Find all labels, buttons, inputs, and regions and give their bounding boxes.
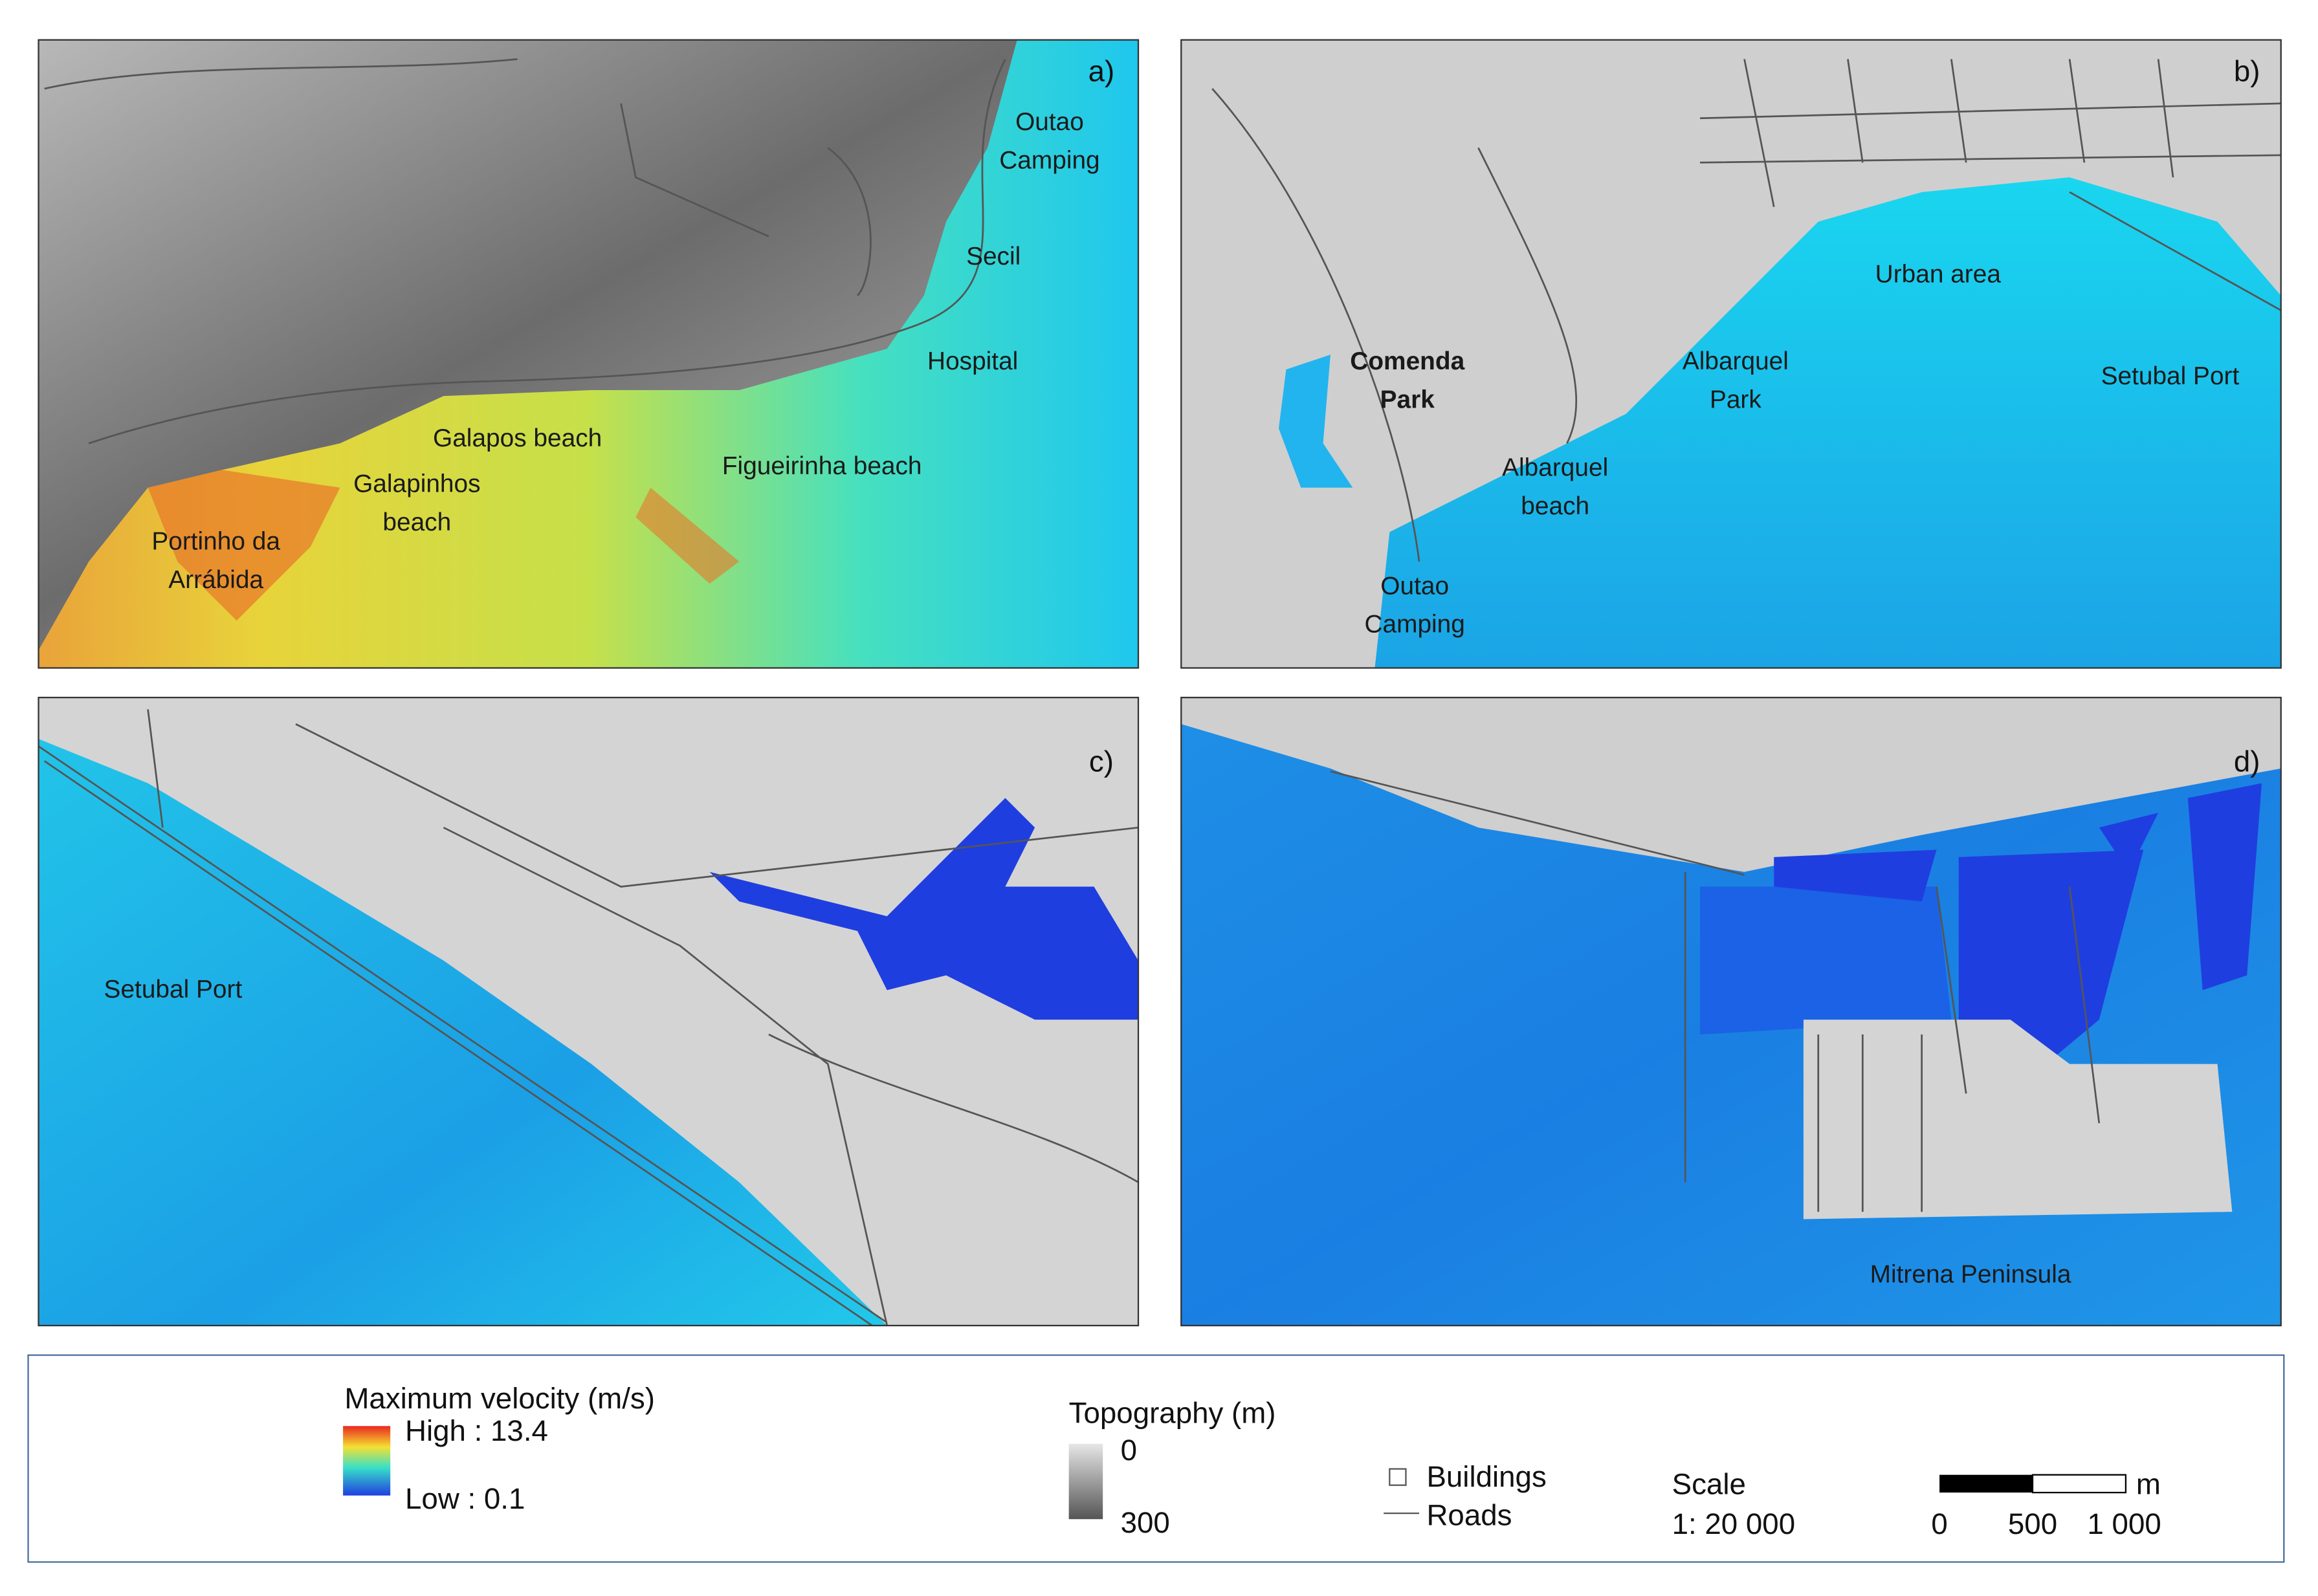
legend-velocity-title: Maximum velocity (m/s)	[344, 1382, 655, 1415]
panel-label: d)	[2234, 745, 2260, 778]
flooded-area	[709, 798, 1139, 1020]
place-name: Albarquel	[1502, 454, 1608, 482]
place-name: Setubal Port	[104, 976, 243, 1003]
velocity-ramp	[343, 1426, 391, 1496]
road	[1330, 771, 2101, 1212]
place-name: Camping	[999, 146, 1099, 174]
place-name: beach	[382, 508, 451, 536]
panel-label: a)	[1088, 55, 1115, 88]
place-name: Secil	[966, 243, 1021, 270]
place-name: Setubal Port	[2101, 362, 2240, 390]
scale-bar-black	[1939, 1474, 2033, 1493]
flooded-area	[1774, 813, 2159, 1094]
legend-topography-top: 0	[1121, 1434, 1137, 1467]
topography-ramp	[1068, 1443, 1103, 1520]
legend-buildings: Buildings	[1426, 1460, 1546, 1493]
scale-bar-white	[2031, 1474, 2127, 1494]
flooded-area	[1700, 886, 1952, 1034]
legend-topography-title: Topography (m)	[1069, 1397, 1276, 1430]
place-name: Portinho da	[151, 528, 280, 556]
panel-label: c)	[1089, 745, 1114, 778]
legend-scale-title: Scale	[1672, 1467, 1746, 1500]
place-name: Galapinhos	[353, 470, 480, 498]
scale-tick-label: 1 000	[2087, 1507, 2161, 1540]
high-velocity-zone	[148, 470, 340, 621]
panel-label: b)	[2234, 55, 2260, 88]
legend-scale-unit: m	[2136, 1467, 2161, 1500]
land	[1181, 697, 2281, 872]
mitrena-peninsula	[1803, 1020, 2233, 1219]
place-name: Mitrena Peninsula	[1870, 1261, 2071, 1289]
place-name: Figueirinha beach	[722, 452, 922, 480]
panel-c	[38, 697, 1140, 1327]
panel-d	[1180, 697, 2282, 1327]
place-name: Outao	[1380, 572, 1449, 600]
frame	[1180, 697, 2282, 1327]
place-name: Park	[1710, 386, 1761, 413]
place-name: Comenda	[1350, 347, 1464, 375]
place-name: Outao	[1015, 108, 1084, 136]
road	[88, 58, 1006, 444]
road	[38, 709, 1139, 1327]
lagoon	[1279, 355, 1353, 488]
panel-a	[38, 39, 1140, 669]
legend	[27, 1354, 2285, 1563]
frame	[38, 697, 1140, 1327]
frame	[1180, 39, 2282, 669]
legend-topography-bottom: 300	[1121, 1506, 1170, 1539]
place-name: Camping	[1364, 611, 1464, 639]
legend-scale-ratio: 1: 20 000	[1672, 1507, 1795, 1540]
scale-tick-label: 500	[2008, 1507, 2057, 1540]
frame	[38, 39, 1140, 669]
place-name: Hospital	[927, 347, 1018, 375]
flooded-area	[2187, 783, 2262, 990]
place-name: Galapos beach	[433, 424, 602, 452]
legend-box	[27, 1354, 2285, 1563]
legend-roads: Roads	[1426, 1498, 1512, 1531]
scale-tick-label: 0	[1931, 1507, 1947, 1540]
sea	[1374, 177, 2281, 668]
building-symbol	[1389, 1468, 1407, 1486]
road	[1211, 59, 2282, 562]
legend-velocity-high: High : 13.4	[405, 1414, 548, 1447]
panel-b	[1180, 39, 2282, 669]
place-name: Park	[1380, 386, 1435, 413]
place-name: Arrábida	[168, 566, 263, 594]
place-name: beach	[1521, 492, 1589, 520]
legend-velocity-low: Low : 0.1	[405, 1482, 525, 1515]
road	[44, 58, 872, 296]
place-name: Urban area	[1875, 260, 2002, 288]
high-velocity-zone	[635, 487, 740, 584]
place-name: Albarquel	[1683, 347, 1789, 375]
